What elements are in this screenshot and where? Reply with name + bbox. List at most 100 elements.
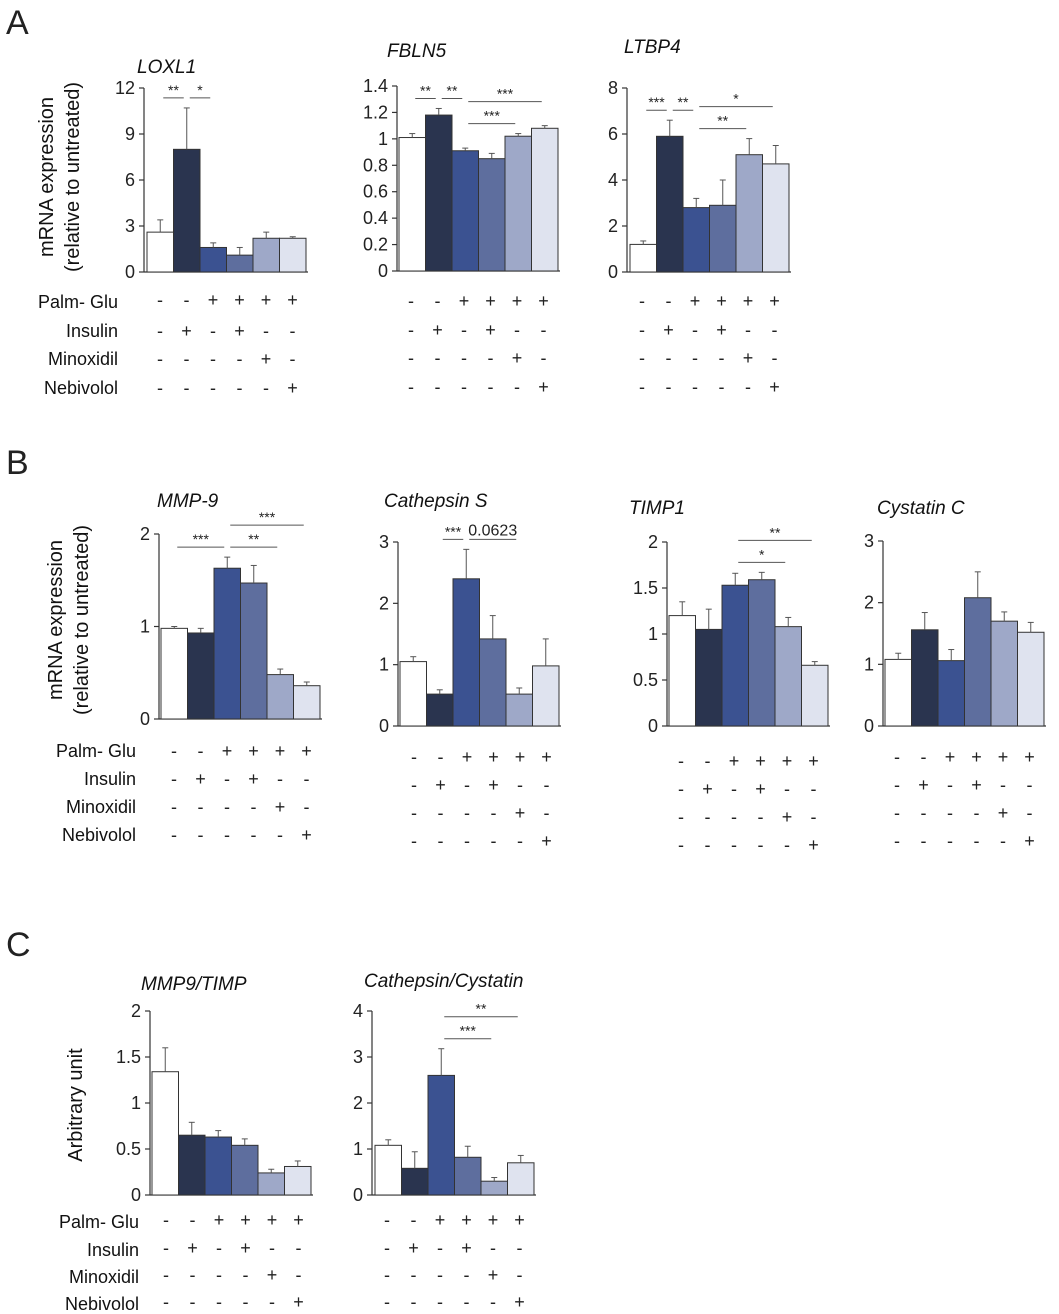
y-tick-label: 9 xyxy=(125,124,135,144)
condition-symbol: - xyxy=(411,831,417,851)
condition-symbol: - xyxy=(488,348,494,368)
bar xyxy=(257,1172,285,1196)
bar xyxy=(226,254,254,273)
condition-symbol: - xyxy=(163,1292,169,1312)
bar xyxy=(762,163,790,273)
bar xyxy=(374,1144,402,1196)
condition-symbol: - xyxy=(541,348,547,368)
row-label-b-nebivolol: Nebivolol xyxy=(62,825,136,845)
condition-symbol: - xyxy=(184,290,190,310)
condition-symbol: - xyxy=(216,1292,222,1312)
significance-label: ** xyxy=(447,82,458,98)
condition-symbol: - xyxy=(514,320,520,340)
condition-symbol: + xyxy=(181,321,192,341)
condition-symbol: - xyxy=(304,797,310,817)
condition-symbol: - xyxy=(719,348,725,368)
condition-symbol: - xyxy=(411,1265,417,1285)
y-tick-label: 4 xyxy=(608,170,618,190)
condition-symbol: - xyxy=(464,775,470,795)
y-axis-label-b-line1: mRNA expression xyxy=(45,540,67,700)
y-axis-label-c: Arbitrary unit xyxy=(65,1048,87,1162)
condition-symbol: - xyxy=(437,1292,443,1312)
condition-symbol: - xyxy=(237,378,243,398)
condition-symbol: - xyxy=(731,779,737,799)
condition-symbol: + xyxy=(716,320,727,340)
bar xyxy=(1017,631,1045,727)
condition-symbol: + xyxy=(998,747,1009,767)
condition-symbol: - xyxy=(269,1238,275,1258)
condition-symbol: - xyxy=(157,321,163,341)
condition-symbol: + xyxy=(432,320,443,340)
bar xyxy=(695,628,723,727)
bar xyxy=(531,127,559,272)
condition-symbol: - xyxy=(198,741,204,761)
condition-symbol: + xyxy=(301,825,312,845)
y-tick-label: 6 xyxy=(125,170,135,190)
condition-symbol: + xyxy=(240,1210,251,1230)
condition-symbol: + xyxy=(261,290,272,310)
condition-symbol: - xyxy=(731,835,737,855)
y-tick-label: 0.4 xyxy=(363,208,388,228)
condition-symbol: + xyxy=(808,751,819,771)
y-tick-label: 3 xyxy=(379,532,389,552)
chart-title: LOXL1 xyxy=(137,57,196,78)
bar xyxy=(709,204,737,273)
condition-symbol: + xyxy=(716,291,727,311)
condition-symbol: + xyxy=(488,1210,499,1230)
bar xyxy=(504,135,532,272)
condition-symbol: + xyxy=(782,807,793,827)
condition-symbol: - xyxy=(216,1265,222,1285)
bar xyxy=(199,246,227,273)
condition-symbol: - xyxy=(384,1210,390,1230)
condition-symbol: - xyxy=(745,377,751,397)
bar xyxy=(656,135,684,273)
condition-symbol: + xyxy=(222,741,233,761)
y-tick-label: 0 xyxy=(379,716,389,736)
condition-symbol: - xyxy=(384,1238,390,1258)
condition-symbol: - xyxy=(731,807,737,827)
condition-symbol: - xyxy=(198,825,204,845)
condition-symbol: + xyxy=(541,831,552,851)
condition-symbol: + xyxy=(971,775,982,795)
bar xyxy=(629,243,657,273)
condition-symbol: - xyxy=(678,751,684,771)
condition-symbol: - xyxy=(1027,803,1033,823)
condition-symbol: + xyxy=(240,1238,251,1258)
row-label-c-minoxidil: Minoxidil xyxy=(69,1267,139,1287)
y-tick-label: 1 xyxy=(131,1093,141,1113)
condition-symbol: - xyxy=(437,1265,443,1285)
condition-symbol: + xyxy=(488,1265,499,1285)
y-tick-label: 2 xyxy=(608,216,618,236)
condition-symbol: - xyxy=(296,1265,302,1285)
condition-symbol: + xyxy=(515,803,526,823)
bar xyxy=(204,1136,232,1196)
condition-symbol: - xyxy=(384,1292,390,1312)
condition-symbol: - xyxy=(784,835,790,855)
significance-label: *** xyxy=(460,1023,477,1039)
condition-symbol: - xyxy=(758,835,764,855)
condition-symbol: + xyxy=(301,741,312,761)
condition-symbol: - xyxy=(263,321,269,341)
condition-symbol: - xyxy=(639,348,645,368)
significance-label: * xyxy=(197,82,203,98)
bar xyxy=(146,231,174,273)
bar xyxy=(427,1074,455,1196)
bar xyxy=(884,658,912,727)
condition-symbol: - xyxy=(438,803,444,823)
bar xyxy=(160,627,188,720)
condition-symbol: - xyxy=(705,807,711,827)
y-tick-label: 0.8 xyxy=(363,155,388,175)
y-tick-label: 3 xyxy=(864,531,874,551)
chart-title: MMP-9 xyxy=(157,491,219,512)
condition-symbol: - xyxy=(435,348,441,368)
condition-symbol: - xyxy=(237,349,243,369)
condition-symbol: - xyxy=(190,1292,196,1312)
y-tick-label: 1 xyxy=(378,129,388,149)
row-label-c-nebivolol: Nebivolol xyxy=(65,1294,139,1314)
bar xyxy=(721,584,749,727)
condition-symbol: + xyxy=(743,291,754,311)
condition-symbol: + xyxy=(769,291,780,311)
